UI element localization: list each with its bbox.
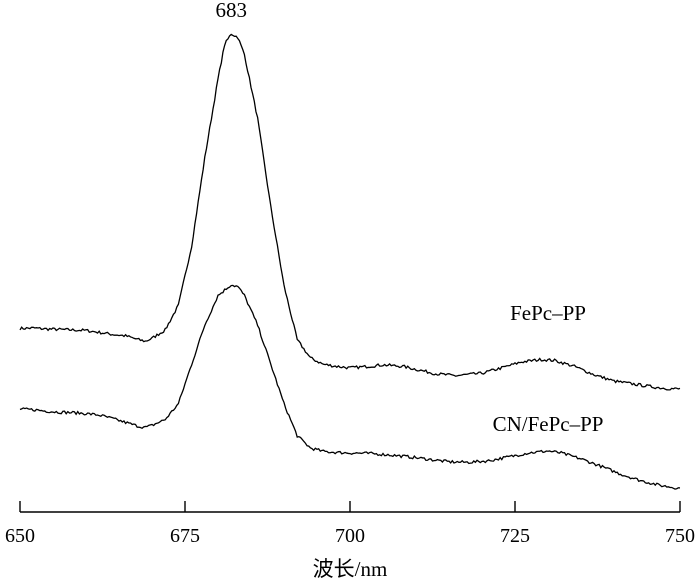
series-line-fepc-pp xyxy=(19,33,681,391)
x-axis-title: 波长/nm xyxy=(313,557,388,581)
series-label-cn-fepc-pp: CN/FePc–PP xyxy=(493,412,604,436)
series-labels: FePc–PP CN/FePc–PP 683 xyxy=(215,0,603,436)
x-tick-label: 675 xyxy=(170,525,200,547)
series-line-cn-fepc-pp xyxy=(19,284,681,490)
series-label-fepc-pp: FePc–PP xyxy=(510,301,586,325)
x-tick-label: 700 xyxy=(335,525,365,547)
peak-annotation: 683 xyxy=(215,0,247,22)
series-layer xyxy=(19,33,681,490)
x-axis-ticks: 650 675 700 725 750 xyxy=(5,501,695,547)
x-tick-label: 725 xyxy=(500,525,530,547)
x-tick-label: 650 xyxy=(5,525,35,547)
x-tick-label: 750 xyxy=(665,525,695,547)
